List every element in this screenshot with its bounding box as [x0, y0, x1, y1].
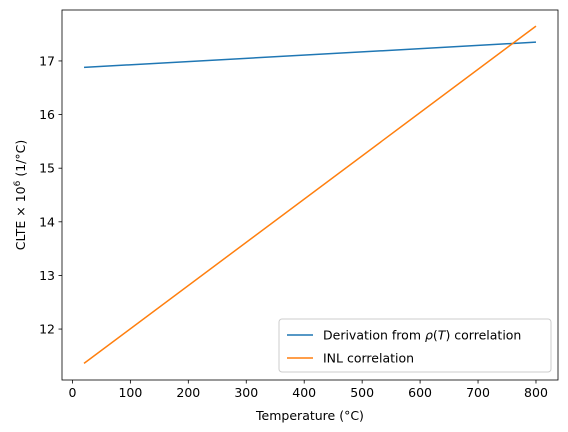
y-axis: 12 13 14 15 16 17	[39, 53, 62, 337]
x-tick-label: 200	[176, 385, 200, 400]
x-tick-label: 800	[524, 385, 548, 400]
legend-entry-1-rho: ρ	[425, 328, 433, 343]
legend-entry-1-pre: Derivation from	[323, 328, 425, 343]
y-tick-label: 14	[39, 214, 55, 229]
series-line-1	[83, 41, 537, 69]
y-tick-label: 16	[39, 107, 55, 122]
x-tick-label: 600	[408, 385, 432, 400]
legend-entry-1-T: T	[438, 328, 447, 343]
x-tick-label: 0	[68, 385, 76, 400]
x-tick-label: 500	[350, 385, 374, 400]
series-layer	[83, 25, 537, 364]
legend-entry-2: INL correlation	[323, 351, 414, 366]
x-tick-label: 300	[234, 385, 258, 400]
x-tick-label: 700	[466, 385, 490, 400]
y-tick-label: 13	[39, 268, 55, 283]
legend-entry-1-post: ) correlation	[445, 328, 521, 343]
legend: Derivation from ρ(T) correlation INL cor…	[278, 318, 552, 373]
x-axis: 0 100 200 300 400 500 600 700 800	[68, 380, 548, 400]
series-line-2	[83, 25, 537, 364]
y-axis-label: CLTE × 106 (1/°C)	[13, 140, 28, 250]
x-axis-label: Temperature (°C)	[255, 408, 364, 423]
legend-entry-1-mid: (	[433, 328, 438, 343]
y-tick-label: 17	[39, 53, 55, 68]
plot-frame	[61, 9, 559, 381]
legend-entry-1: Derivation from ρ(T) correlation	[323, 328, 521, 343]
y-axis-label-base: CLTE × 10	[13, 186, 28, 250]
legend-box	[278, 318, 552, 373]
x-tick-label: 100	[118, 385, 142, 400]
y-tick-label: 15	[39, 161, 55, 176]
y-axis-label-exp: 6	[13, 180, 23, 186]
y-axis-label-unit: (1/°C)	[13, 140, 28, 181]
y-tick-label: 12	[39, 322, 55, 337]
x-tick-label: 400	[292, 385, 316, 400]
